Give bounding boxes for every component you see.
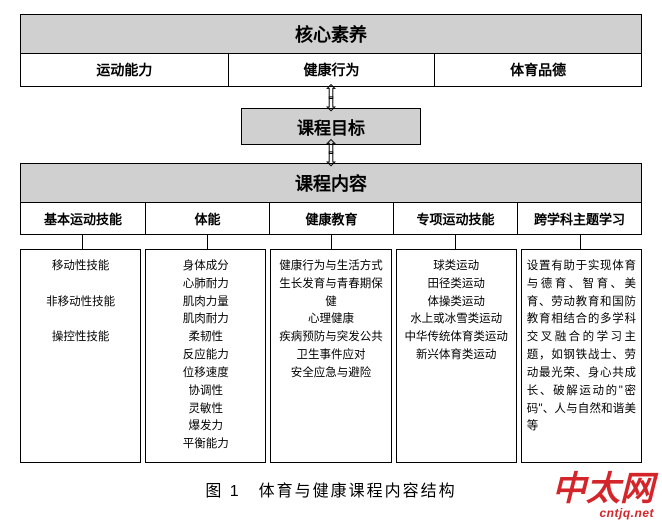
core-item-ability: 运动能力 bbox=[21, 54, 228, 86]
curriculum-structure-diagram: 核心素养 运动能力 健康行为 体育品德 ⇧ ⇩ 课程目标 ⇧ ⇩ 课程内容 基本… bbox=[0, 0, 662, 501]
detail-interdisciplinary: 设置有助于实现体育与德育、智育、美育、劳动教育和国防教育相结合的多学科交叉融合的… bbox=[521, 249, 642, 463]
watermark-cn: 中太网 bbox=[552, 473, 654, 507]
detail-fitness: 身体成分心肺耐力肌肉力量肌肉耐力柔韧性反应能力位移速度协调性灵敏性爆发力平衡能力 bbox=[145, 249, 266, 463]
arrow-down-icon: ⇩ bbox=[20, 99, 642, 111]
col-special-skills: 专项运动技能 bbox=[393, 203, 517, 234]
arrow-core-to-goal: ⇧ ⇩ bbox=[20, 87, 642, 111]
col-health-edu: 健康教育 bbox=[269, 203, 393, 234]
core-competency-header: 核心素养 bbox=[20, 14, 642, 54]
watermark: 中太网 cntjq.net bbox=[552, 473, 654, 519]
col-fitness: 体能 bbox=[145, 203, 269, 234]
detail-health-edu: 健康行为与生活方式生长发育与青春期保健心理健康疾病预防与突发公共卫生事件应对安全… bbox=[270, 249, 391, 463]
detail-basic-skills: 移动性技能非移动性技能操控性技能 bbox=[20, 249, 141, 463]
connector-lines bbox=[20, 235, 642, 249]
watermark-url: cntjq.net bbox=[552, 507, 654, 519]
figure-caption: 图 1 体育与健康课程内容结构 bbox=[20, 477, 642, 501]
detail-special-skills: 球类运动田径类运动体操类运动水上或冰雪类运动中华传统体育类运动新兴体育类运动 bbox=[396, 249, 517, 463]
col-interdisciplinary: 跨学科主题学习 bbox=[517, 203, 641, 234]
col-basic-skills: 基本运动技能 bbox=[21, 203, 145, 234]
detail-boxes: 移动性技能非移动性技能操控性技能 身体成分心肺耐力肌肉力量肌肉耐力柔韧性反应能力… bbox=[20, 249, 642, 463]
core-item-morality: 体育品德 bbox=[434, 54, 641, 86]
course-content-columns: 基本运动技能 体能 健康教育 专项运动技能 跨学科主题学习 bbox=[20, 203, 642, 235]
